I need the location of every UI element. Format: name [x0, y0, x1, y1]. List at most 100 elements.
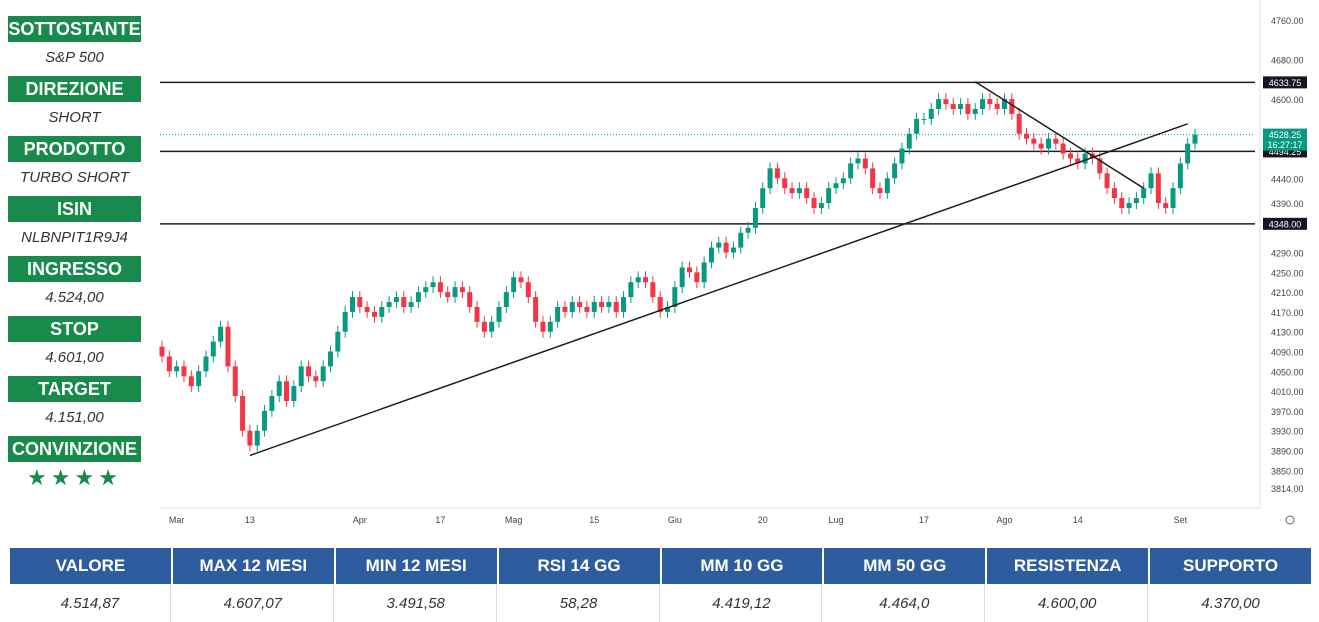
candle-body: [467, 292, 473, 307]
date-tick-label: 17: [919, 515, 929, 525]
header-rsi-14-gg: RSI 14 GG: [498, 548, 660, 584]
candle-body: [1119, 198, 1125, 208]
candle-body: [1075, 158, 1081, 164]
candle-body: [1141, 188, 1147, 199]
candle-body: [1031, 138, 1037, 144]
candle-body: [1104, 173, 1110, 189]
header-max-12-mesi: MAX 12 MESI: [172, 548, 334, 584]
candle-body: [892, 163, 898, 179]
candle-body: [1002, 99, 1008, 109]
price-tick-label: 4440.00: [1271, 174, 1304, 184]
candle-body: [1163, 203, 1169, 208]
level-label: 4633.75: [1269, 78, 1302, 88]
candle-body: [445, 292, 451, 298]
candle-body: [884, 178, 890, 194]
candle-body: [533, 297, 539, 322]
date-tick-label: Lug: [828, 515, 843, 525]
candle-body: [174, 366, 180, 372]
candle-body: [423, 287, 429, 293]
candle-body: [474, 306, 480, 322]
candle-body: [1082, 153, 1088, 164]
stats-table: VALORE MAX 12 MESI MIN 12 MESI RSI 14 GG…: [8, 548, 1313, 622]
candle-body: [298, 366, 304, 387]
candle-body: [159, 346, 165, 357]
value-valore: 4.514,87: [10, 584, 171, 622]
candle-body: [320, 366, 326, 382]
price-tick-label: 4130.00: [1271, 328, 1304, 338]
candle-body: [1045, 138, 1051, 149]
candle-body: [196, 371, 202, 387]
header-supporto: SUPPORTO: [1150, 548, 1311, 584]
candle-body: [1111, 188, 1117, 199]
last-price-box: [1263, 128, 1307, 151]
candle-body: [862, 158, 868, 169]
label-sottostante: SOTTOSTANTE: [8, 16, 141, 42]
candle-body: [342, 311, 348, 332]
candle-body: [1177, 163, 1183, 189]
date-tick-label: 13: [245, 515, 255, 525]
candle-body: [1060, 143, 1066, 154]
candle-body: [694, 272, 700, 283]
candle-body: [716, 242, 722, 248]
candle-body: [555, 306, 561, 322]
price-tick-label: 4290.00: [1271, 249, 1304, 259]
trade-summary-panel: SOTTOSTANTE S&P 500 DIREZIONE SHORT PROD…: [8, 16, 141, 496]
value-stop: 4.601,00: [8, 343, 141, 375]
price-tick-label: 3890.00: [1271, 447, 1304, 457]
label-convinzione: CONVINZIONE: [8, 436, 141, 462]
candle-body: [540, 321, 546, 332]
price-tick-label: 4090.00: [1271, 348, 1304, 358]
candle-body: [166, 356, 172, 372]
value-max-12-mesi: 4.607,07: [173, 584, 334, 622]
candle-body: [511, 277, 517, 293]
candle-body: [408, 302, 414, 307]
label-isin: ISIN: [8, 196, 141, 222]
value-supporto: 4.370,00: [1201, 594, 1260, 612]
candle-body: [357, 297, 363, 307]
candle-body: [188, 376, 194, 387]
candle-body: [525, 282, 531, 298]
candle-body: [291, 386, 297, 402]
date-tick-label: Mar: [169, 515, 185, 525]
candle-body: [254, 430, 260, 446]
candle-body: [1148, 173, 1154, 189]
candle-body: [701, 262, 707, 283]
candle-body: [232, 366, 238, 397]
header-mm-50-gg: MM 50 GG: [824, 548, 986, 584]
candle-body: [1023, 133, 1029, 139]
candle-body: [1126, 203, 1132, 208]
candle-body: [980, 99, 986, 109]
candle-body: [577, 302, 583, 307]
candle-body: [518, 277, 524, 283]
candle-body: [840, 178, 846, 184]
header-valore: VALORE: [10, 548, 171, 584]
candle-body: [914, 118, 920, 134]
candle-body: [628, 282, 634, 298]
date-tick-label: Set: [1174, 515, 1188, 525]
candle-body: [826, 188, 832, 204]
candle-body: [1038, 143, 1044, 149]
candle-body: [1053, 138, 1059, 144]
label-stop: STOP: [8, 316, 141, 342]
candle-body: [672, 287, 678, 307]
candle-body: [723, 242, 729, 253]
candle-body: [635, 277, 641, 283]
candle-body: [452, 287, 458, 298]
candle-body: [181, 366, 187, 377]
price-tick-label: 3814.00: [1271, 484, 1304, 494]
candle-body: [855, 158, 861, 164]
value-rsi-14-gg: 58,28: [499, 584, 660, 622]
price-tick-label: 4250.00: [1271, 268, 1304, 278]
price-tick-label: 4390.00: [1271, 199, 1304, 209]
candle-body: [972, 108, 978, 114]
value-min-12-mesi: 3.491,58: [336, 584, 497, 622]
last-price-time: 16:27:17: [1267, 140, 1302, 150]
price-tick-label: 4170.00: [1271, 308, 1304, 318]
level-label: 4494.25: [1269, 147, 1302, 157]
settings-gear-icon: [1285, 515, 1295, 525]
candle-body: [833, 183, 839, 189]
candle-body: [489, 321, 495, 332]
level-label-box: [1263, 76, 1307, 89]
price-tick-label: 4210.00: [1271, 288, 1304, 298]
date-tick-label: Ago: [997, 515, 1013, 525]
